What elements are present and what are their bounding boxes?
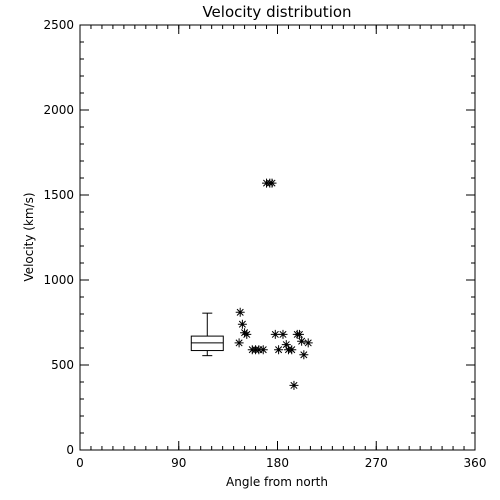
x-tick-label: 270 [365, 456, 388, 470]
data-point [267, 178, 277, 188]
data-point [242, 329, 252, 339]
y-tick-label: 0 [66, 443, 74, 457]
y-axis-label: Velocity (km/s) [22, 192, 36, 281]
data-point [278, 329, 288, 339]
data-point [234, 338, 244, 348]
y-tick-label: 1000 [43, 273, 74, 287]
data-point [287, 345, 297, 355]
velocity-boxplot [190, 312, 224, 357]
data-points [234, 178, 313, 390]
data-point [281, 340, 291, 350]
data-point [294, 329, 304, 339]
data-point [270, 329, 280, 339]
y-tick-label: 2000 [43, 103, 74, 117]
data-point [235, 307, 245, 317]
y-tick-label: 2500 [43, 18, 74, 32]
chart-title: Velocity distribution [202, 3, 351, 21]
y-tick-label: 500 [51, 358, 74, 372]
data-point [274, 345, 284, 355]
x-tick-label: 0 [76, 456, 84, 470]
x-tick-label: 90 [171, 456, 186, 470]
data-point [303, 338, 313, 348]
data-point [297, 336, 307, 346]
data-point [237, 319, 247, 329]
y-tick-label: 1500 [43, 188, 74, 202]
x-tick-label: 360 [464, 456, 487, 470]
x-tick-label: 180 [266, 456, 289, 470]
data-point [289, 380, 299, 390]
plot-frame [79, 24, 476, 451]
axis-tick-labels: 0 90 180 270 360 0 500 1000 1500 2000 2500 [43, 18, 486, 470]
data-point [299, 350, 309, 360]
data-point [258, 345, 268, 355]
axis-ticks [79, 24, 476, 451]
x-axis-label: Angle from north [226, 475, 328, 489]
